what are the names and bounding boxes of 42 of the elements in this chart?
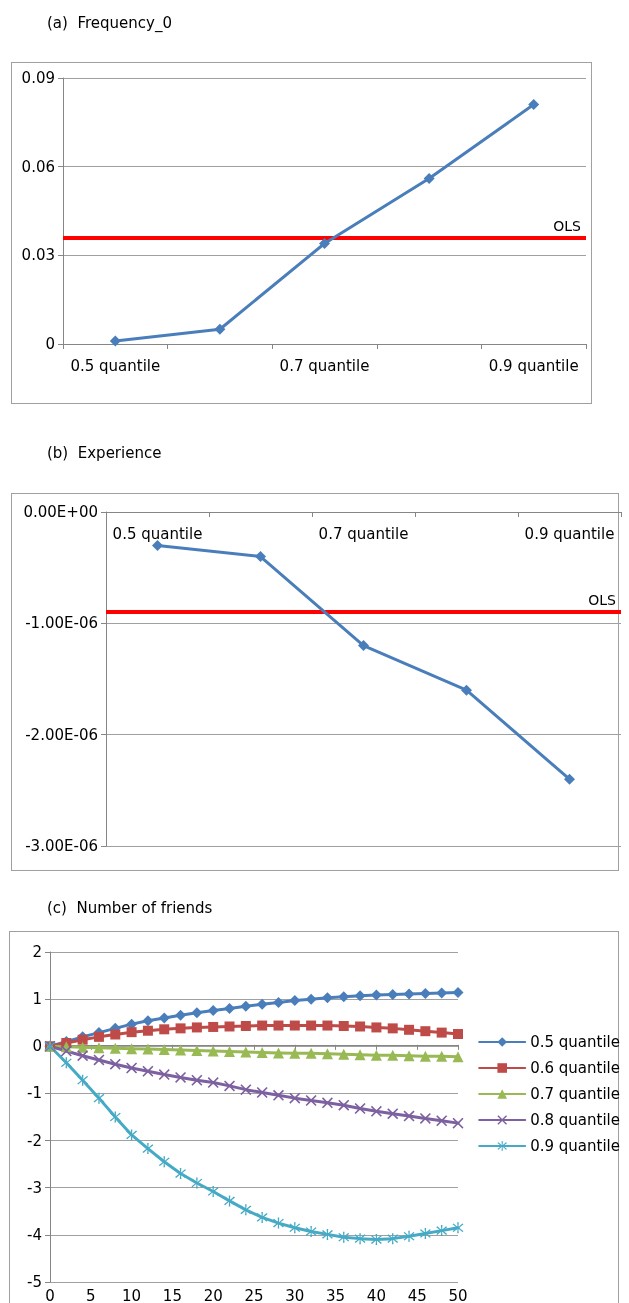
legend-label: 0.6 quantile	[530, 1059, 620, 1077]
x-tick-label: 0.5 quantile	[112, 524, 203, 543]
x-tick-label: 50	[448, 1286, 468, 1303]
y-tick-label: -5	[27, 1273, 42, 1291]
ref-line-label: OLS	[588, 592, 617, 609]
y-tick-label: -3	[27, 1178, 42, 1197]
y-tick-label: 0.09	[21, 69, 55, 87]
x-tick-label: 0.7 quantile	[279, 356, 370, 375]
y-tick-label: 0	[45, 335, 55, 353]
y-tick-label: -1	[27, 1084, 42, 1103]
x-tick-label: 0.9 quantile	[488, 356, 579, 375]
y-tick-label: 0.00E+00	[23, 503, 98, 521]
x-tick-label: 20	[203, 1286, 223, 1303]
chart-title: (c) Number of friends	[47, 898, 213, 917]
x-tick-label: 0.7 quantile	[318, 524, 409, 543]
y-tick-label: -1.00E-06	[25, 614, 98, 633]
y-tick-label: 0.06	[21, 157, 55, 176]
legend-label: 0.8 quantile	[530, 1111, 620, 1129]
x-tick-label: 5	[86, 1286, 96, 1303]
x-tick-label: 10	[122, 1286, 142, 1303]
chart-title: (b) Experience	[47, 443, 162, 462]
legend-label: 0.7 quantile	[530, 1085, 620, 1103]
legend-label: 0.9 quantile	[530, 1137, 620, 1155]
chart-title: (a) Frequency_0	[47, 13, 172, 33]
y-tick-label: -2	[27, 1131, 42, 1150]
x-tick-label: 40	[366, 1286, 386, 1303]
y-tick-label: 1	[32, 990, 42, 1009]
x-tick-label: 25	[244, 1286, 264, 1303]
y-tick-label: 0.03	[21, 246, 55, 265]
y-tick-label: -4	[27, 1225, 42, 1244]
x-tick-label: 45	[407, 1286, 427, 1303]
x-tick-label: 15	[162, 1286, 182, 1303]
y-tick-label: 0	[32, 1037, 42, 1056]
y-tick-label: -3.00E-06	[25, 837, 98, 855]
y-tick-label: 2	[32, 943, 42, 961]
x-tick-label: 0.9 quantile	[524, 524, 615, 543]
x-tick-label: 0.5 quantile	[70, 356, 161, 375]
ref-line-label: OLS	[553, 217, 582, 234]
y-tick-label: -2.00E-06	[25, 725, 98, 744]
legend-label: 0.5 quantile	[530, 1033, 620, 1051]
x-tick-label: 35	[326, 1286, 346, 1303]
x-tick-label: 30	[285, 1286, 305, 1303]
